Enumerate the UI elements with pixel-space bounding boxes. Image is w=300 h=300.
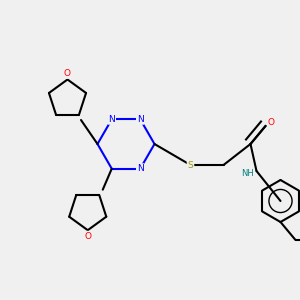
Text: O: O — [268, 118, 275, 127]
Text: N: N — [137, 115, 144, 124]
Text: N: N — [137, 164, 144, 173]
Text: NH: NH — [241, 169, 254, 178]
Text: O: O — [84, 232, 91, 241]
Text: O: O — [64, 69, 71, 78]
Text: N: N — [108, 115, 115, 124]
Text: S: S — [188, 160, 194, 169]
